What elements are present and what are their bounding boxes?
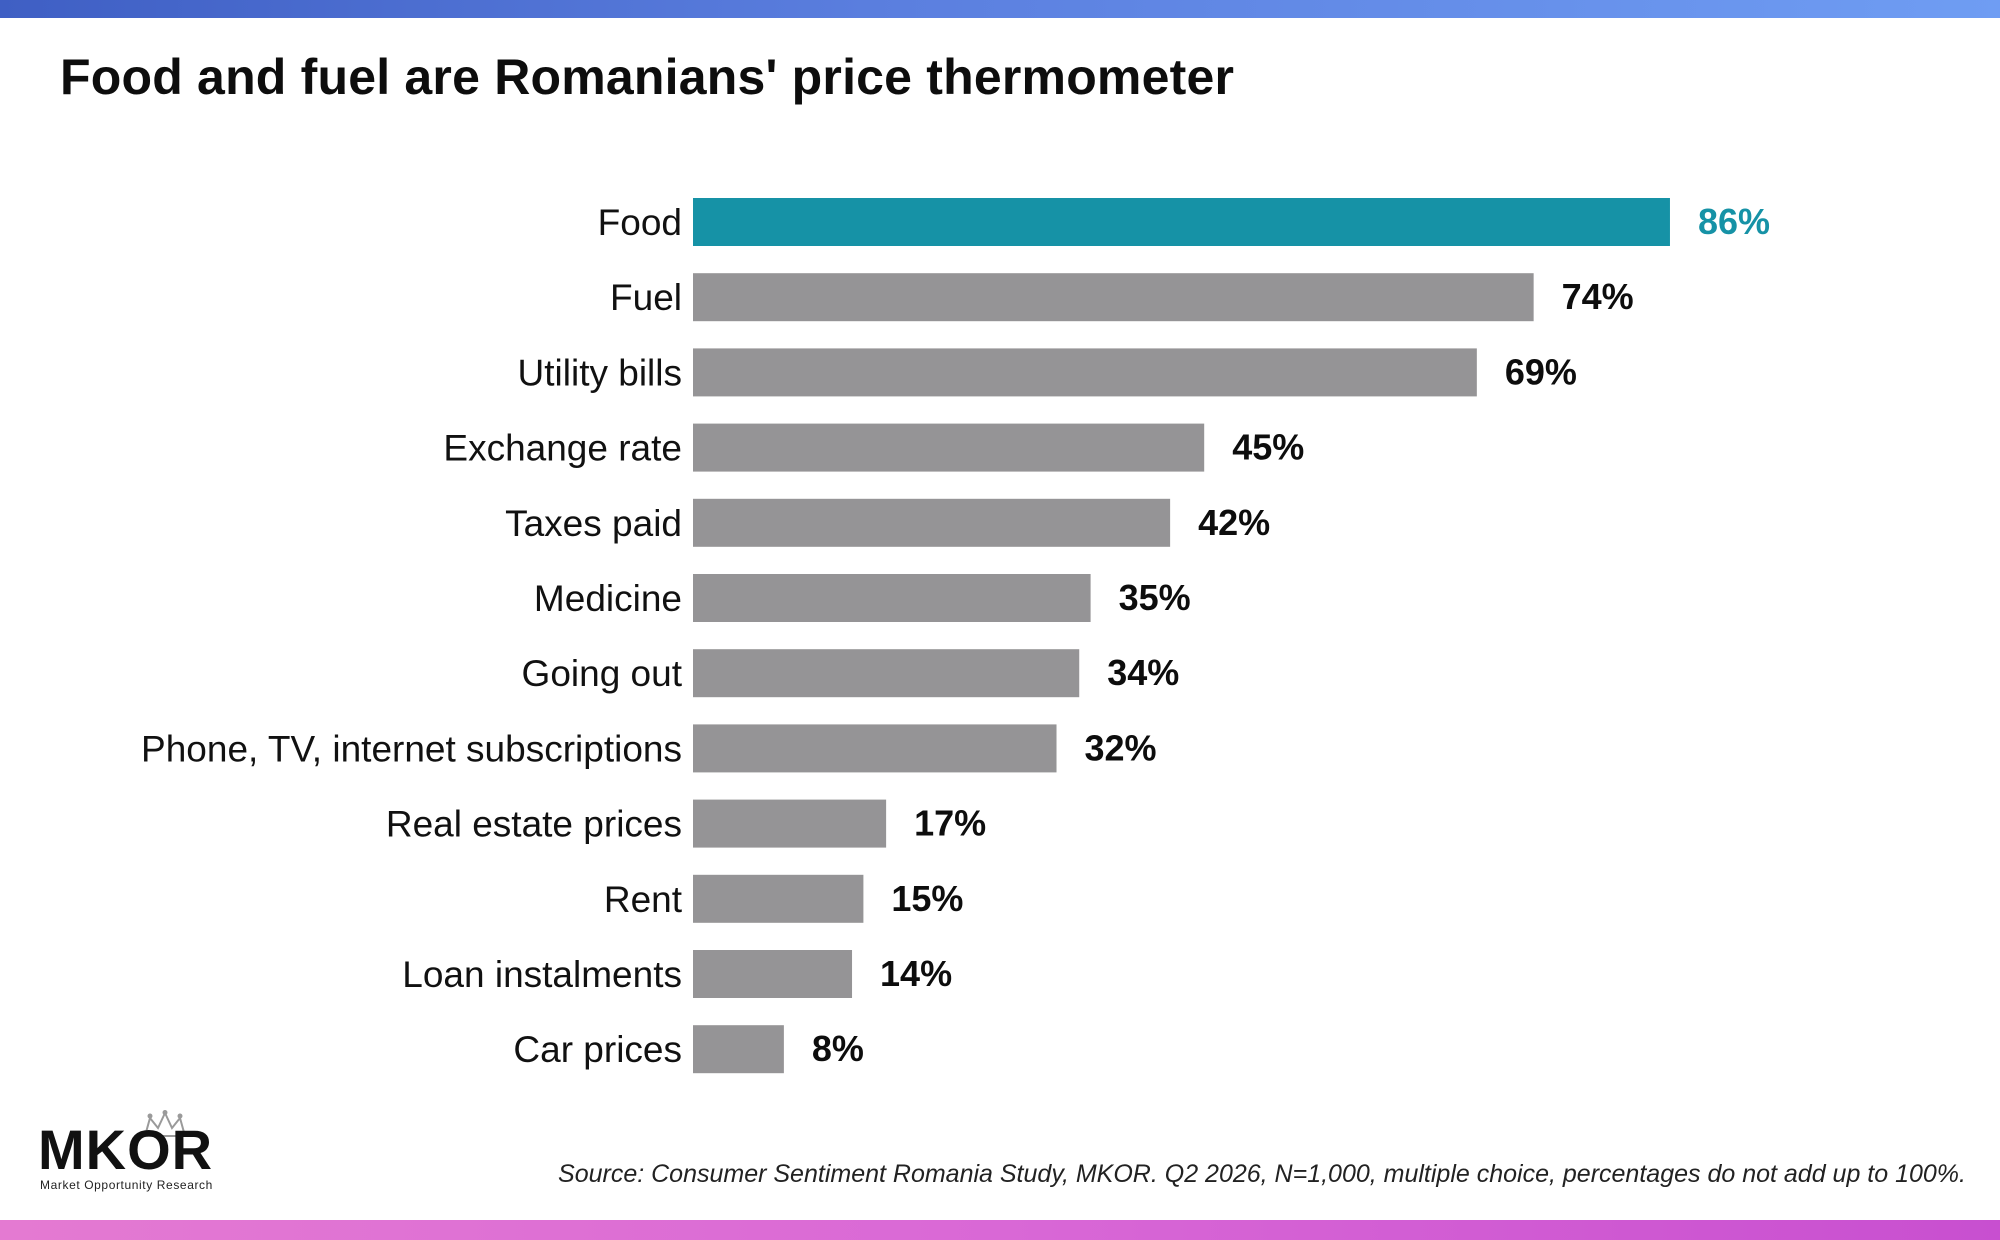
- category-label: Medicine: [534, 578, 682, 619]
- value-label: 8%: [812, 1028, 864, 1069]
- chart-title: Food and fuel are Romanians' price therm…: [60, 49, 1235, 105]
- category-label: Taxes paid: [505, 503, 682, 544]
- value-label: 86%: [1698, 201, 1770, 242]
- value-label: 15%: [891, 878, 963, 919]
- value-label: 35%: [1119, 577, 1191, 618]
- value-label: 45%: [1232, 427, 1304, 468]
- bar-phone-tv-internet-subscriptions: [693, 724, 1057, 773]
- bar-rent: [693, 874, 864, 923]
- logo-wordmark: MKOR: [38, 1118, 214, 1181]
- value-label: 14%: [880, 953, 952, 994]
- bar-fuel: [693, 273, 1534, 322]
- category-label: Car prices: [513, 1029, 682, 1070]
- value-label: 17%: [914, 803, 986, 844]
- bar-real-estate-prices: [693, 799, 887, 848]
- category-label: Phone, TV, internet subscriptions: [141, 728, 682, 769]
- source-note: Source: Consumer Sentiment Romania Study…: [558, 1160, 1966, 1188]
- bar-exchange-rate: [693, 423, 1205, 472]
- bottom-accent-stripe: [0, 1220, 2000, 1240]
- logo-tagline: Market Opportunity Research: [40, 1178, 213, 1192]
- bar-car-prices: [693, 1025, 784, 1074]
- category-label: Exchange rate: [443, 428, 682, 469]
- category-label: Going out: [522, 653, 683, 694]
- bar-loan-instalments: [693, 950, 853, 998]
- top-accent-stripe: [0, 0, 2000, 18]
- category-label: Real estate prices: [386, 804, 682, 845]
- crown-icon: [143, 1110, 187, 1137]
- value-label: 74%: [1562, 276, 1634, 317]
- category-label: Fuel: [610, 277, 682, 318]
- category-label: Utility bills: [518, 352, 682, 393]
- value-label: 34%: [1107, 652, 1179, 693]
- category-label: Food: [598, 202, 682, 243]
- category-label: Loan instalments: [402, 954, 682, 995]
- mkor-logo: MKOR Market Opportunity Research: [38, 1110, 258, 1192]
- bar-utility-bills: [693, 348, 1477, 397]
- bar-food: [693, 198, 1670, 246]
- value-label: 42%: [1198, 502, 1270, 543]
- bar-medicine: [693, 574, 1091, 622]
- bar-going-out: [693, 649, 1080, 698]
- category-label: Rent: [604, 879, 683, 920]
- value-label: 32%: [1085, 727, 1157, 768]
- bar-taxes-paid: [693, 498, 1171, 547]
- value-label: 69%: [1505, 351, 1577, 392]
